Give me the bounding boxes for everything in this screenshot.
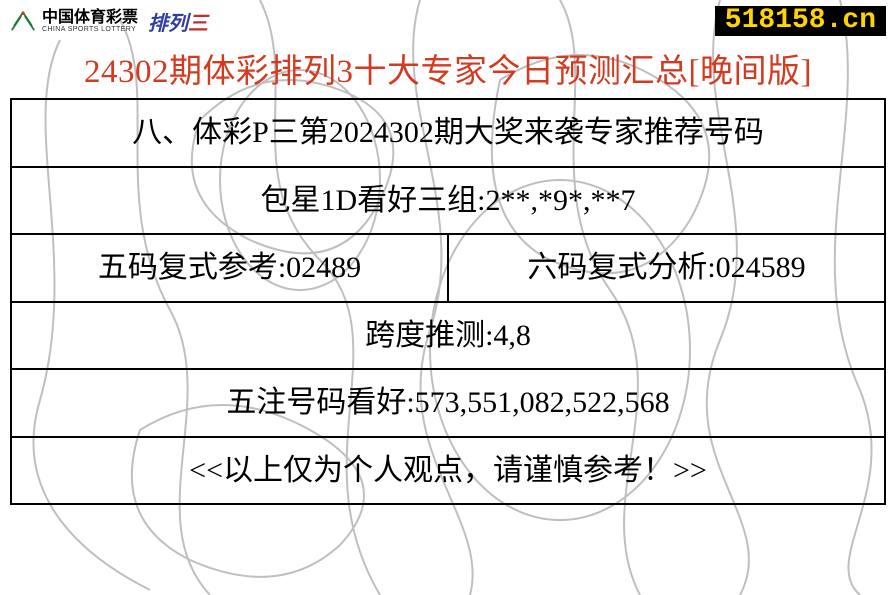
row-baoxing: 包星1D看好三组:2**,*9*,**7: [11, 167, 885, 235]
header: 中国体育彩票 CHINA SPORTS LOTTERY 排列三 518158.c…: [10, 4, 886, 38]
row-five-code: 五码复式参考:02489: [11, 234, 448, 302]
row-six-code: 六码复式分析:024589: [448, 234, 885, 302]
site-badge: 518158.cn: [715, 6, 886, 36]
logo-mark-icon: [10, 8, 36, 34]
row-wuzhu: 五注号码看好:573,551,082,522,568: [11, 369, 885, 437]
page-title: 24302期体彩排列3十大专家今日预测汇总[晚间版]: [10, 44, 886, 92]
prediction-table: 八、体彩P三第2024302期大奖来袭专家推荐号码 包星1D看好三组:2**,*…: [10, 98, 886, 505]
table-heading: 八、体彩P三第2024302期大奖来袭专家推荐号码: [11, 99, 885, 167]
logo-pl3: 排列三: [148, 7, 208, 36]
logo-cn-text: 中国体育彩票: [42, 10, 138, 26]
row-kuadu: 跨度推测:4,8: [11, 302, 885, 370]
lottery-logo: 中国体育彩票 CHINA SPORTS LOTTERY 排列三: [10, 7, 208, 36]
logo-en-text: CHINA SPORTS LOTTERY: [42, 26, 138, 33]
row-footer: <<以上仅为个人观点，请谨慎参考！>>: [11, 437, 885, 505]
